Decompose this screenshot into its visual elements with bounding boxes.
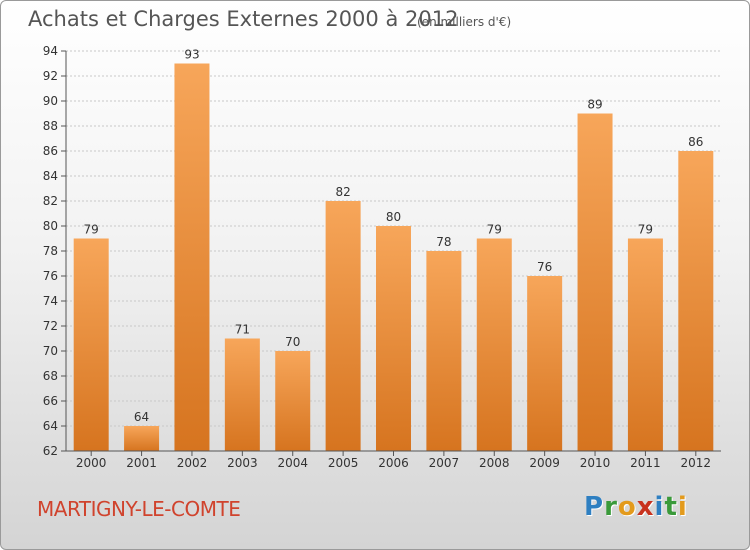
data-label-2007: 78 [436,235,451,249]
bar-2012 [678,151,714,451]
data-label-2010: 89 [587,98,602,112]
y-tick-label-78: 78 [43,244,58,258]
bar-2009 [527,276,563,451]
y-tick-label-72: 72 [43,319,58,333]
x-tick-label-2002: 2002 [177,456,208,470]
x-tick-label-2008: 2008 [479,456,510,470]
x-tick-label-2007: 2007 [429,456,460,470]
y-tick-label-80: 80 [43,219,58,233]
x-tick-label-2012: 2012 [681,456,712,470]
logo-letter: r [604,492,618,522]
data-label-2000: 79 [84,223,99,237]
bars [73,63,714,451]
x-tick-label-2003: 2003 [227,456,258,470]
y-tick-label-66: 66 [43,394,58,408]
logo-letter: t [664,492,678,522]
logo-letter: P [584,492,605,522]
bar-2008 [476,238,512,451]
axes [61,50,721,456]
data-label-2011: 79 [638,223,653,237]
data-label-2009: 76 [537,260,552,274]
bar-2011 [627,238,663,451]
y-tick-label-90: 90 [43,94,58,108]
data-label-2008: 79 [487,223,502,237]
bar-2000 [73,238,109,451]
logo-letter: o [617,492,637,522]
y-tick-label-92: 92 [43,69,58,83]
data-label-2002: 93 [184,48,199,62]
y-tick-label-62: 62 [43,444,58,458]
x-tick-label-2005: 2005 [328,456,359,470]
data-label-2003: 71 [235,323,250,337]
data-label-2005: 82 [335,185,350,199]
y-tick-label-88: 88 [43,119,58,133]
logo-letter: i [677,492,688,522]
y-tick-label-84: 84 [43,169,58,183]
bar-2010 [577,113,613,451]
proxiti-logo: Proxiti [584,492,688,522]
data-label-2001: 64 [134,410,149,424]
x-tick-label-2010: 2010 [580,456,611,470]
y-tick-label-76: 76 [43,269,58,283]
bar-2004 [275,351,311,451]
y-tick-label-94: 94 [43,44,58,58]
x-tick-label-2001: 2001 [126,456,157,470]
x-tick-label-2009: 2009 [529,456,560,470]
x-tick-label-2004: 2004 [277,456,308,470]
logo-letter: x [636,492,655,522]
y-tick-label-64: 64 [43,419,58,433]
data-label-2004: 70 [285,335,300,349]
bar-2007 [426,251,462,451]
bar-2006 [376,226,411,451]
x-tick-label-2000: 2000 [76,456,107,470]
chart-subtitle: (en milliers d'€) [417,15,512,29]
commune-name: MARTIGNY-LE-COMTE [37,497,241,521]
bar-2005 [325,201,361,451]
x-tick-label-2011: 2011 [630,456,661,470]
data-label-2006: 80 [386,210,401,224]
bar-2003 [224,338,260,451]
y-tick-label-68: 68 [43,369,58,383]
bar-2001 [124,426,160,451]
chart-title: Achats et Charges Externes 2000 à 2012 [28,7,459,31]
bar-2002 [174,63,210,451]
y-tick-label-70: 70 [43,344,58,358]
y-tick-label-74: 74 [43,294,58,308]
labels: 62 64 66 68 70 72 74 76 78 80 82 84 86 88 90 92 94 79 2000… [43,44,711,470]
data-label-2012: 86 [688,135,703,149]
x-tick-label-2006: 2006 [378,456,409,470]
logo-letter: i [654,492,665,522]
y-tick-label-86: 86 [43,144,58,158]
y-tick-label-82: 82 [43,194,58,208]
